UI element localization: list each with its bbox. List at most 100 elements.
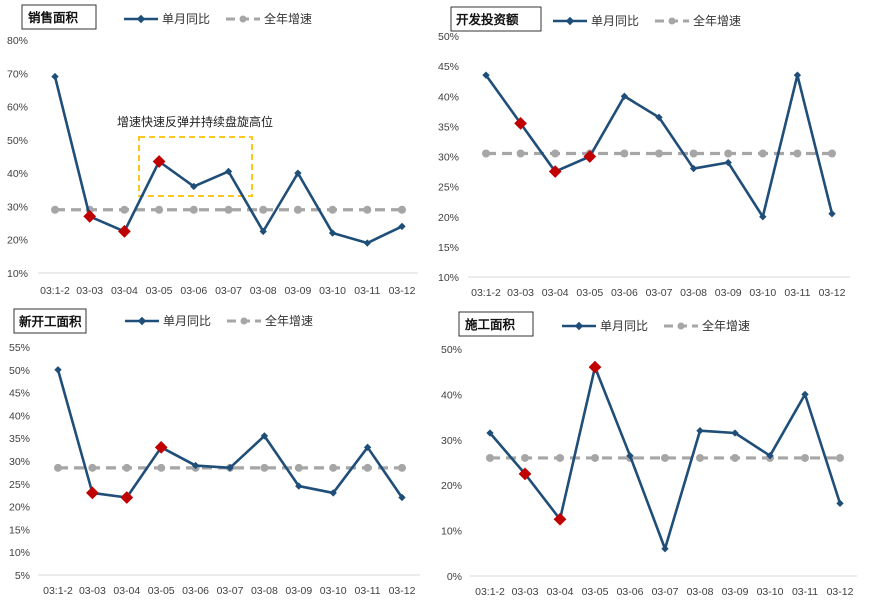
chart-4-x-tick-label: 03-09 [722, 586, 749, 598]
chart-1-y-tick-label: 20% [7, 235, 28, 247]
chart-1-monthly-point-highlight [152, 155, 166, 168]
chart-2-y-tick-label: 30% [438, 152, 459, 164]
chart-1-y-tick-label: 10% [7, 268, 28, 280]
chart-3-title-box [13, 308, 87, 334]
chart-4-annual-point [836, 453, 844, 462]
chart-2-y-tick-label: 20% [438, 212, 459, 224]
chart-3-x-tick-label: 03-03 [79, 585, 106, 597]
chart-2-legend-annual-marker [668, 17, 676, 25]
chart-3-y-tick-label: 15% [9, 524, 30, 536]
chart-1-x-tick-label: 03:1-2 [40, 285, 70, 297]
chart-3-monthly-point-highlight [120, 491, 134, 504]
chart-2-x-tick-label: 03-08 [680, 287, 707, 299]
chart-1-legend-annual-marker [239, 15, 247, 23]
chart-construction-area: 施工面积 单月同比 全年增速 [458, 311, 750, 337]
chart-1-x-tick-label: 03-07 [215, 285, 242, 297]
chart-4-x-tick-label: 03-05 [582, 586, 609, 598]
chart-4-title-box [458, 311, 534, 337]
chart-3-y-tick-label: 25% [9, 479, 30, 491]
chart-4-y-tick-label: 40% [441, 389, 462, 401]
chart-3-y-tick-label: 50% [9, 365, 30, 377]
chart-1-plot: 10% 20% 30% 40% 50% 60% 70% 80% 03:1-2 03-03 03-04… [7, 35, 418, 297]
chart-2-y-tick-label: 15% [438, 242, 459, 254]
chart-3-x-tick-label: 03-05 [148, 585, 175, 597]
chart-3-x-tick-label: 03-04 [113, 585, 140, 597]
chart-1-y-tick-label: 40% [7, 168, 28, 180]
chart-1-annotation-box [138, 136, 253, 197]
chart-4-monthly-point [731, 429, 739, 437]
chart-3-monthly-point [295, 482, 303, 490]
chart-2-x-tick-label: 03:1-2 [471, 287, 501, 299]
chart-2-monthly-point [482, 71, 490, 79]
chart-2-legend-monthly-label: 单月同比 [591, 14, 639, 28]
chart-3-y-tick-label: 5% [15, 570, 30, 582]
chart-1-x-tick-label: 03-10 [319, 285, 346, 297]
chart-2-monthly-point [724, 158, 732, 167]
chart-1-monthly-point-highlight [83, 210, 97, 223]
chart-4-x-tick-label: 03-04 [547, 586, 574, 598]
chart-2-annual-point [689, 149, 698, 158]
chart-3-monthly-point-highlight [86, 486, 99, 500]
chart-3-monthly-line [56, 369, 404, 499]
chart-1-y-tick-label: 80% [7, 35, 28, 47]
chart-2-x-tick-label: 03-04 [542, 287, 569, 299]
chart-2-annual-point [620, 149, 629, 158]
chart-3-y-tick-label: 55% [9, 342, 30, 354]
chart-3-monthly-point [329, 489, 337, 497]
chart-development-investment: 开发投资额 单月同比 全年增速 [450, 6, 741, 32]
chart-4-annual-point [486, 453, 494, 462]
chart-3-monthly-point [54, 366, 62, 374]
chart-4-y-tick-label: 0% [447, 571, 462, 583]
chart-2-title: 开发投资额 [456, 12, 519, 27]
chart-4-annual-point [801, 453, 809, 462]
chart-3-monthly-point-highlight [154, 440, 168, 454]
chart-1-annual-point [363, 205, 372, 214]
chart-1-x-tick-label: 03-06 [180, 285, 207, 297]
chart-3-y-tick-label: 10% [9, 547, 30, 559]
chart-3-annual-point [329, 463, 338, 472]
chart-4-monthly-point [696, 427, 704, 435]
chart-3-monthly-point [191, 461, 200, 470]
chart-2-x-tick-label: 03-12 [819, 287, 846, 299]
chart-4-x-tick-label: 03-12 [827, 586, 854, 598]
chart-4-plot: 0% 10% 20% 30% 40% 50% 03:1-2 03-03 03-04 03-05 03… [441, 344, 857, 598]
chart-3-monthly-point [260, 432, 269, 440]
chart-1-annual-point [155, 205, 164, 214]
chart-1-annual-point [120, 205, 129, 214]
chart-3-plot: 5% 10% 15% 20% 25% 30% 35% 40% 45% 50% 55% 03:1-2 03… [9, 342, 420, 597]
chart-3-annual-point [88, 463, 97, 472]
chart-4-y-tick-label: 20% [441, 480, 462, 492]
chart-3-annual-point [398, 463, 406, 472]
chart-3-annual-point [260, 463, 269, 472]
chart-1-annual-point [328, 205, 337, 214]
chart-2-monthly-point [689, 164, 698, 173]
chart-1-title: 销售面积 [28, 10, 79, 25]
chart-sales-area: 销售面积 单月同比 全年增速 增速快速反弹并持续盘旋高位 [21, 4, 312, 197]
chart-2-x-tick-label: 03-05 [576, 287, 603, 299]
chart-2-annual-point [724, 149, 733, 158]
chart-3-x-tick-label: 03-09 [285, 585, 312, 597]
chart-4-x-tick-label: 03-07 [652, 586, 679, 598]
chart-3-x-tick-label: 03-11 [355, 585, 381, 597]
chart-1-x-tick-label: 03-05 [146, 285, 173, 297]
chart-2-y-tick-label: 25% [438, 182, 459, 194]
chart-4-monthly-point [486, 429, 494, 437]
chart-1-x-tick-label: 03-03 [76, 285, 103, 297]
chart-4-monthly-point [766, 452, 774, 460]
chart-2-monthly-line [484, 73, 834, 219]
chart-1-y-tick-label: 30% [7, 201, 28, 213]
chart-3-x-tick-label: 03:1-2 [43, 585, 73, 597]
chart-2-monthly-point [793, 71, 802, 79]
chart-2-legend-monthly-marker [565, 16, 575, 26]
chart-4-x-tick-label: 03:1-2 [475, 586, 505, 598]
chart-1-x-tick-label: 03-12 [389, 285, 416, 297]
chart-2-annual-point [758, 149, 767, 158]
chart-1-annual-point [293, 205, 302, 214]
chart-3-x-tick-label: 03-10 [320, 585, 347, 597]
chart-1-annual-point [224, 205, 233, 214]
chart-4-annual-point [591, 453, 599, 462]
chart-4-legend-monthly-marker [574, 321, 584, 331]
chart-1-monthly-point [51, 72, 59, 81]
chart-3-annual-point [363, 463, 372, 472]
chart-1-monthly-point [224, 167, 233, 176]
